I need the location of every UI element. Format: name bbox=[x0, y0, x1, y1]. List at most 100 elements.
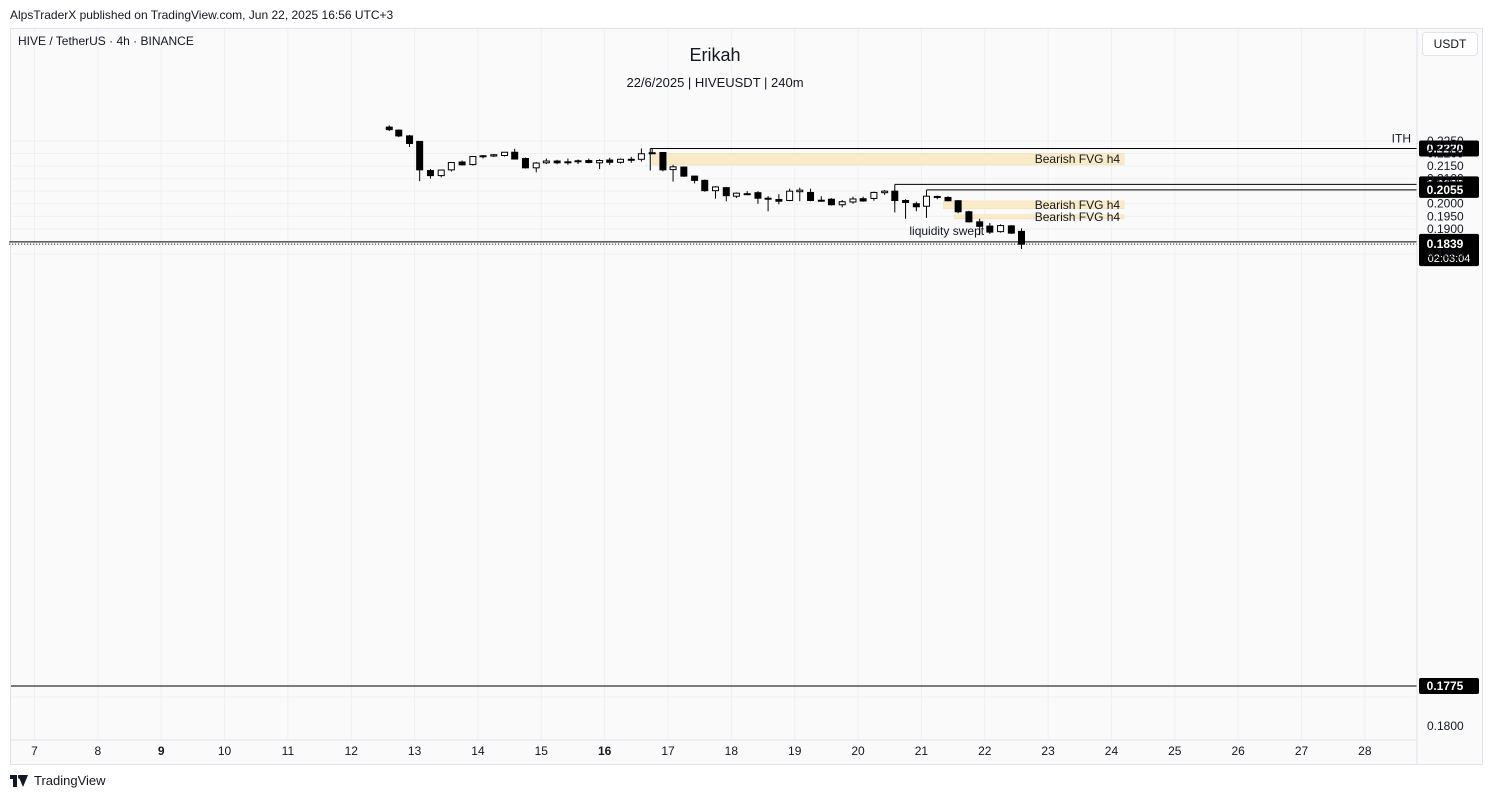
candle bbox=[458, 160, 466, 166]
candle bbox=[596, 159, 604, 170]
candle-body-up bbox=[627, 158, 635, 161]
time-tick-label: 7 bbox=[31, 744, 38, 758]
candle-body-up bbox=[817, 199, 825, 202]
fvg-zone bbox=[943, 200, 1125, 210]
symbol-info: HIVE / TetherUS · 4h · BINANCE bbox=[18, 34, 194, 48]
fvg-zone-label: Bearish FVG h4 bbox=[1035, 210, 1121, 224]
candle bbox=[796, 187, 804, 202]
candle bbox=[902, 199, 910, 219]
candle bbox=[944, 196, 952, 202]
candle bbox=[542, 158, 550, 165]
candle bbox=[574, 159, 582, 165]
candle bbox=[406, 134, 414, 147]
candle bbox=[437, 169, 445, 178]
candle-body-down bbox=[976, 221, 984, 227]
candle-body-down bbox=[426, 170, 434, 177]
candle bbox=[490, 154, 498, 158]
candle bbox=[469, 156, 477, 166]
candle bbox=[849, 196, 857, 204]
time-tick-label: 17 bbox=[661, 744, 675, 758]
candle-body-up bbox=[637, 153, 645, 160]
candle-body-up bbox=[796, 189, 804, 193]
candle-body-down bbox=[701, 179, 709, 192]
time-tick-label: 26 bbox=[1231, 744, 1245, 758]
candle bbox=[648, 148, 656, 155]
candle-body-down bbox=[416, 140, 424, 171]
candle-body-up bbox=[648, 152, 656, 155]
candle bbox=[701, 179, 709, 192]
price-tick-label: 0.2150 bbox=[1427, 159, 1464, 173]
candle-body-up bbox=[838, 201, 846, 206]
candle-body-down bbox=[1007, 225, 1015, 234]
candle bbox=[1007, 225, 1015, 234]
candle bbox=[775, 194, 783, 205]
currency-button[interactable]: USDT bbox=[1422, 32, 1478, 56]
candle-body-up bbox=[564, 161, 572, 164]
price-level-badge bbox=[1419, 678, 1479, 694]
candle-body-up bbox=[712, 186, 720, 192]
footer-brand[interactable]: TradingView bbox=[10, 773, 106, 788]
price-level-badge-text: 0.2055 bbox=[1427, 183, 1464, 197]
candle-body-down bbox=[944, 196, 952, 202]
candle-body-down bbox=[902, 199, 910, 203]
candle-body-up bbox=[616, 158, 624, 163]
candle-body-up bbox=[922, 195, 930, 207]
candle bbox=[722, 186, 730, 202]
price-level-badge bbox=[1419, 236, 1479, 267]
time-tick-label: 15 bbox=[535, 744, 549, 758]
time-tick-label: 24 bbox=[1105, 744, 1119, 758]
time-tick-label: 21 bbox=[915, 744, 929, 758]
candle-body-down bbox=[912, 203, 920, 208]
time-tick-label: 14 bbox=[471, 744, 485, 758]
candle-body-up bbox=[997, 225, 1005, 233]
chart-subtitle: 22/6/2025 | HIVEUSDT | 240m bbox=[626, 75, 803, 90]
candle-body-down bbox=[553, 160, 561, 164]
time-tick-label: 18 bbox=[725, 744, 739, 758]
candle bbox=[616, 158, 624, 164]
candle bbox=[501, 151, 509, 157]
candle bbox=[881, 189, 889, 195]
fvg-zone-label: Bearish FVG h4 bbox=[1035, 198, 1121, 212]
candle-body-up bbox=[743, 193, 751, 196]
candle-body-down bbox=[965, 211, 973, 223]
candle bbox=[933, 195, 941, 200]
time-tick-label: 20 bbox=[851, 744, 865, 758]
candle-body-down bbox=[1017, 230, 1025, 245]
candle-body-down bbox=[807, 191, 815, 201]
candle-body-up bbox=[532, 162, 540, 169]
candle bbox=[870, 191, 878, 201]
price-tick-label: 0.2250 bbox=[1427, 134, 1464, 148]
candle bbox=[891, 189, 899, 203]
candle-body-down bbox=[680, 166, 688, 177]
price-level-badge bbox=[1419, 181, 1479, 198]
candle-body-up bbox=[490, 154, 498, 157]
candle-body-down bbox=[827, 198, 835, 206]
candle bbox=[838, 199, 846, 208]
candle-body-down bbox=[659, 151, 667, 171]
publisher-line: AlpsTraderX published on TradingView.com… bbox=[10, 8, 394, 22]
candle bbox=[532, 162, 540, 173]
candle bbox=[986, 223, 994, 234]
time-tick-label: 22 bbox=[978, 744, 992, 758]
candle bbox=[764, 196, 772, 212]
price-level-badge bbox=[1419, 140, 1479, 157]
time-tick-label: 9 bbox=[158, 744, 165, 758]
tradingview-logo-icon bbox=[10, 774, 28, 787]
candle-body-down bbox=[933, 195, 941, 198]
candle-body-up bbox=[469, 156, 477, 166]
candle-body-down bbox=[986, 225, 994, 233]
candle bbox=[659, 151, 667, 172]
candle-body-down bbox=[764, 197, 772, 200]
candles bbox=[385, 125, 1025, 249]
candle bbox=[786, 188, 794, 202]
candle bbox=[479, 155, 487, 159]
time-tick-label: 12 bbox=[345, 744, 359, 758]
price-tick-label: 0.2200 bbox=[1427, 147, 1464, 161]
candle bbox=[712, 186, 720, 199]
candle bbox=[691, 175, 699, 184]
candle bbox=[553, 159, 561, 165]
candle bbox=[521, 157, 529, 169]
candle-body-up bbox=[849, 198, 857, 203]
